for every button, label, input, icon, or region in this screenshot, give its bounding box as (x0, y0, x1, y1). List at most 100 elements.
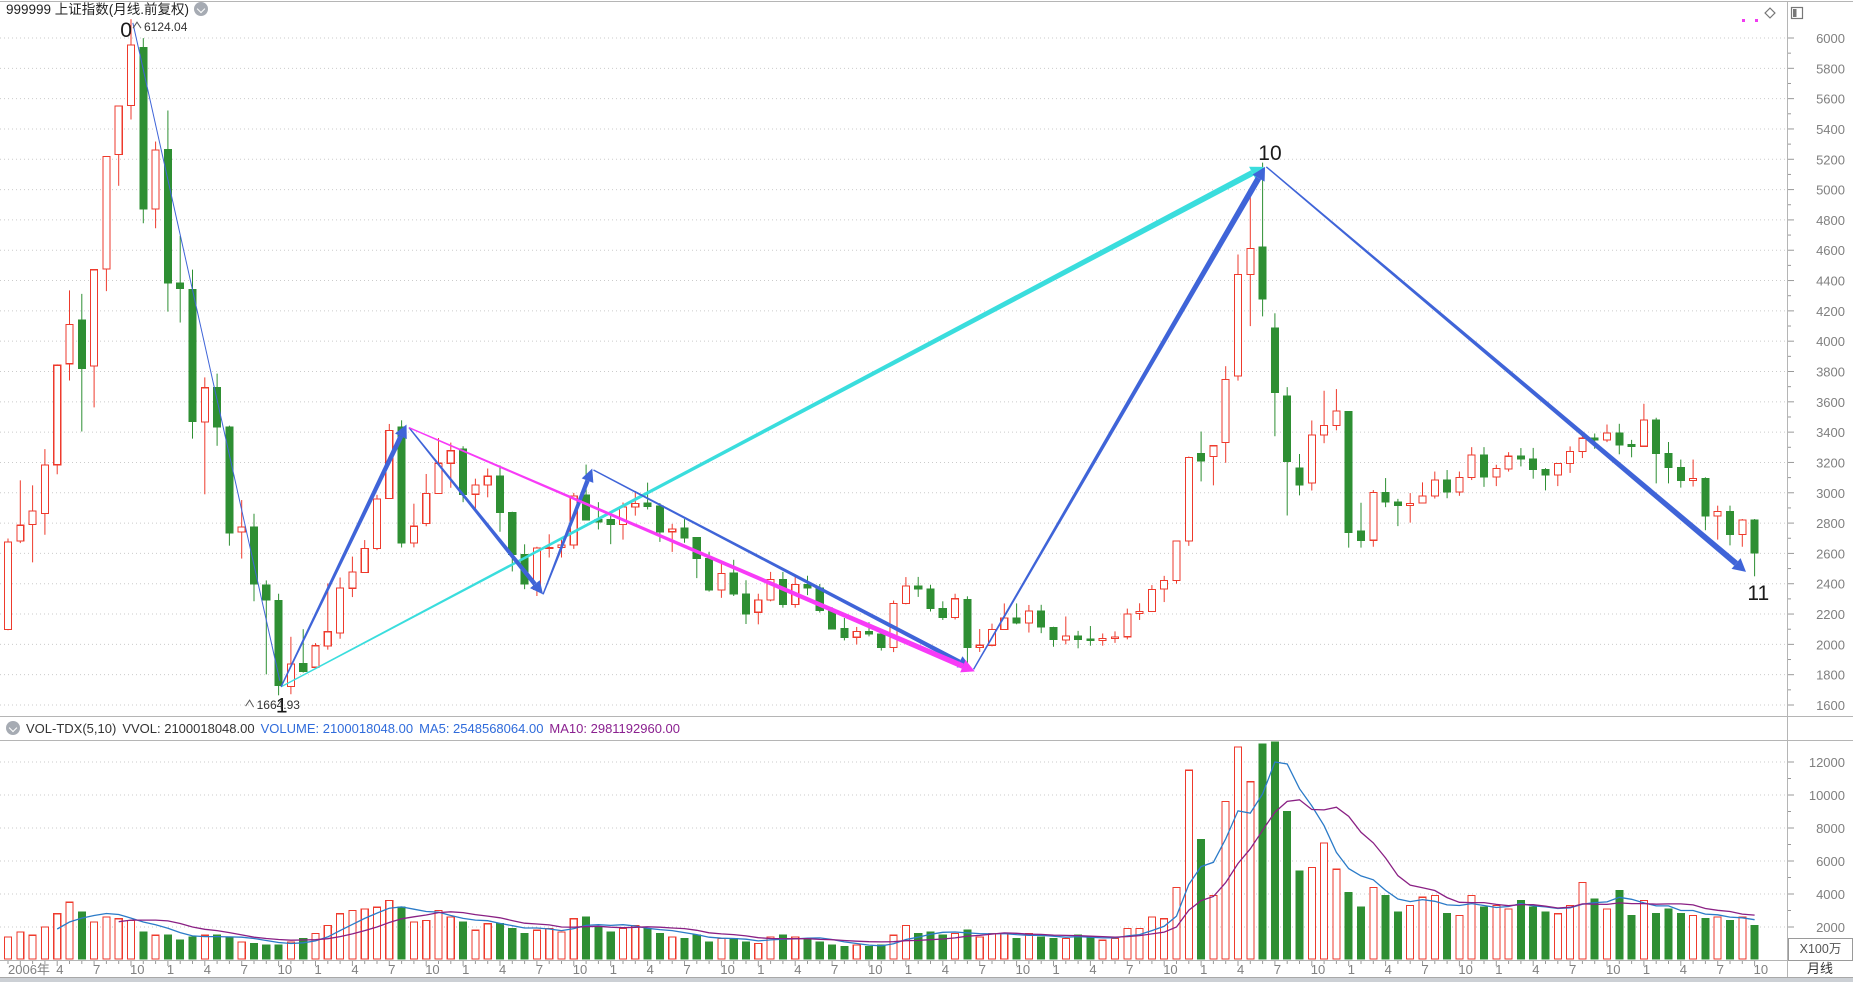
volume-bar[interactable] (987, 933, 997, 960)
candle[interactable] (163, 148, 172, 284)
volume-bar[interactable] (1590, 898, 1599, 960)
vol-indicator-name[interactable]: VOL-TDX(5,10) (26, 721, 117, 736)
candle[interactable] (951, 598, 960, 619)
candle[interactable] (3, 541, 13, 630)
candle[interactable] (471, 484, 480, 495)
volume-bar[interactable] (446, 916, 455, 960)
candle[interactable] (1652, 419, 1661, 455)
volume-bar[interactable] (1074, 934, 1083, 960)
volume-bar[interactable] (729, 937, 738, 960)
volume-bar[interactable] (1578, 881, 1587, 960)
volume-bar[interactable] (877, 944, 886, 960)
volume-bar[interactable] (926, 931, 935, 960)
volume-bar[interactable] (1430, 895, 1439, 960)
candle[interactable] (1627, 444, 1636, 447)
volume-bar[interactable] (1418, 896, 1427, 960)
volume-bar[interactable] (705, 941, 714, 960)
volume-bar[interactable] (102, 916, 111, 960)
candle[interactable] (40, 464, 49, 515)
volume-bar[interactable] (126, 919, 136, 960)
volume-bar[interactable] (483, 923, 492, 960)
candle[interactable] (16, 524, 25, 542)
candle[interactable] (655, 505, 664, 533)
candle[interactable] (741, 593, 751, 615)
price-volume-divider[interactable] (0, 716, 1853, 717)
candle[interactable] (926, 588, 935, 609)
candle[interactable] (1320, 424, 1329, 436)
volume-bar[interactable] (1529, 906, 1538, 960)
volume-bar[interactable] (1492, 904, 1501, 960)
candle[interactable] (409, 525, 418, 544)
volume-bar[interactable] (1516, 900, 1525, 960)
candle[interactable] (1123, 613, 1132, 638)
volume-bar[interactable] (1504, 908, 1513, 960)
volume-bar[interactable] (1332, 868, 1341, 960)
candle[interactable] (754, 599, 763, 613)
volume-bar[interactable] (1701, 918, 1710, 960)
volume-bar[interactable] (1627, 914, 1636, 960)
volume-bar[interactable] (520, 933, 529, 960)
volume-bar[interactable] (422, 919, 431, 960)
volume-bar[interactable] (840, 946, 849, 960)
candle[interactable] (778, 578, 787, 606)
volume-bar[interactable] (1283, 810, 1292, 960)
candle[interactable] (1160, 580, 1169, 590)
candle[interactable] (299, 662, 308, 673)
volume-bar[interactable] (815, 941, 824, 960)
split-window-icon[interactable] (1789, 5, 1805, 21)
volume-bar[interactable] (975, 936, 984, 960)
candle[interactable] (1738, 519, 1747, 536)
volume-bar[interactable] (1147, 916, 1156, 960)
volume-bar[interactable] (852, 944, 861, 960)
volume-bar[interactable] (1369, 886, 1378, 960)
volume-bar[interactable] (803, 937, 812, 960)
candle[interactable] (864, 630, 874, 635)
volume-bar[interactable] (889, 934, 898, 960)
volume-bar[interactable] (1479, 906, 1489, 960)
candle[interactable] (1221, 378, 1230, 443)
candle[interactable] (1209, 445, 1218, 458)
volume-bar[interactable] (299, 937, 308, 960)
candle[interactable] (631, 503, 640, 508)
volume-bar[interactable] (225, 936, 234, 960)
volume-bar[interactable] (741, 941, 751, 960)
candle[interactable] (1750, 519, 1759, 554)
volume-bar[interactable] (114, 918, 123, 960)
volume-bar[interactable] (680, 937, 689, 960)
volume-bar[interactable] (532, 929, 541, 960)
candle[interactable] (717, 572, 726, 591)
volume-bar[interactable] (1037, 936, 1046, 960)
candle[interactable] (1479, 454, 1489, 478)
candle[interactable] (975, 644, 984, 649)
volume-bar[interactable] (1725, 919, 1735, 960)
candle[interactable] (459, 448, 468, 495)
volume-bar[interactable] (1406, 904, 1415, 960)
candle[interactable] (1110, 636, 1120, 640)
volume-bar[interactable] (1209, 895, 1218, 960)
volume-bar[interactable] (594, 926, 603, 960)
volume-bar[interactable] (1184, 769, 1193, 960)
candle[interactable] (102, 155, 111, 270)
volume-bar[interactable] (1295, 870, 1304, 960)
candle[interactable] (1725, 511, 1735, 536)
volume-bar[interactable] (213, 934, 222, 960)
candle[interactable] (1602, 432, 1612, 441)
candle[interactable] (1701, 477, 1710, 517)
candle[interactable] (852, 630, 861, 638)
volume-bar[interactable] (40, 926, 49, 960)
volume-bar[interactable] (459, 921, 468, 960)
volume-bar[interactable] (643, 928, 652, 960)
volume-bar[interactable] (1356, 906, 1366, 960)
candle[interactable] (1074, 635, 1083, 640)
volume-bar[interactable] (1344, 891, 1353, 960)
candle[interactable] (1086, 638, 1095, 641)
candle[interactable] (114, 105, 123, 155)
volume-bar[interactable] (1307, 867, 1316, 960)
volume-bar[interactable] (1320, 842, 1329, 960)
candle[interactable] (483, 475, 492, 486)
candle[interactable] (446, 450, 455, 464)
volume-bar[interactable] (1061, 937, 1070, 960)
volume-bar[interactable] (1652, 913, 1661, 960)
chevron-down-icon[interactable] (194, 2, 209, 16)
volume-bar[interactable] (1713, 916, 1722, 960)
